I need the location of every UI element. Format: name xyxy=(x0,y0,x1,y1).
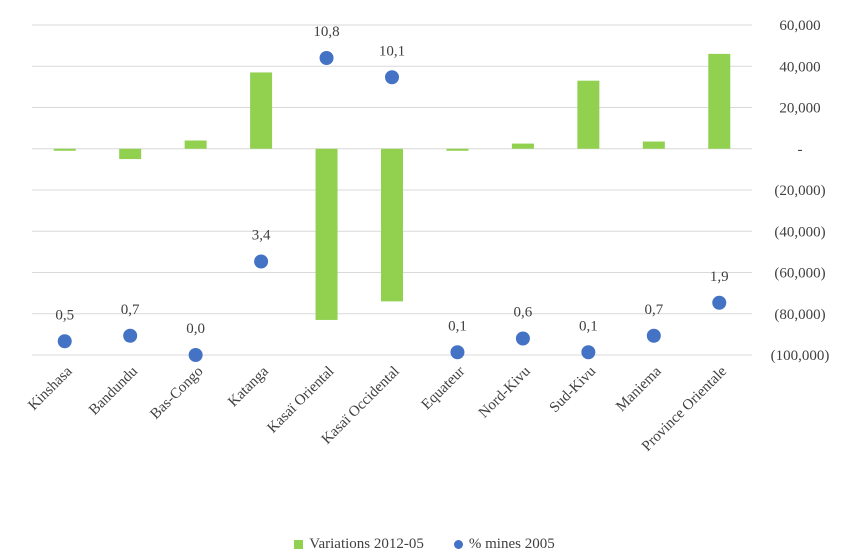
scatter-point xyxy=(254,254,269,269)
bar xyxy=(511,143,534,149)
y-tick-label: 60,000 xyxy=(779,18,820,34)
scatter-point xyxy=(450,345,465,360)
x-category-label: Katanga xyxy=(225,363,272,410)
bar xyxy=(184,140,207,149)
scatter-point xyxy=(123,328,138,343)
bar xyxy=(119,148,142,160)
data-label: 0,0 xyxy=(186,321,205,337)
legend-label-bars: Variations 2012-05 xyxy=(309,536,424,552)
bar xyxy=(446,148,469,151)
x-category-label: Bas-Congo xyxy=(147,364,206,423)
bar xyxy=(250,72,273,149)
y-tick-label: - xyxy=(798,142,803,158)
legend: Variations 2012-05 % mines 2005 xyxy=(0,536,849,553)
scatter-series xyxy=(57,51,727,362)
y-tick-label: 40,000 xyxy=(779,59,820,75)
data-label: 0,7 xyxy=(644,302,663,318)
y-tick-label: 20,000 xyxy=(779,101,820,117)
y-tick-label: (60,000) xyxy=(774,266,825,282)
data-label: 1,9 xyxy=(710,269,729,285)
x-category-label: Equateur xyxy=(419,364,469,414)
scatter-point xyxy=(188,348,203,362)
scatter-point xyxy=(646,328,661,343)
bar xyxy=(642,141,665,149)
y-axis-ticks: 60,000 40,000 20,000 - (20,000) (40,000) (60,0… xyxy=(771,18,830,364)
data-label: 0,6 xyxy=(514,305,533,321)
legend-item-dots: % mines 2005 xyxy=(453,536,555,553)
data-labels: 0,5 0,7 0,0 3,4 10,8 10,1 0,1 0,6 0,1 0,7 1,9 xyxy=(55,24,728,337)
y-tick-label: (100,000) xyxy=(771,348,830,364)
scatter-point xyxy=(581,345,596,360)
y-tick-label: (20,000) xyxy=(774,183,825,199)
x-category-label: Sud-Kivu xyxy=(547,363,600,416)
scatter-point xyxy=(515,331,530,346)
data-label: 0,1 xyxy=(448,318,467,334)
x-category-label: Maniema xyxy=(613,363,665,415)
legend-label-dots: % mines 2005 xyxy=(468,536,555,552)
data-label: 0,5 xyxy=(55,307,74,323)
legend-swatch-dot xyxy=(453,540,463,549)
data-label: 10,1 xyxy=(379,43,405,59)
x-category-label: Bandundu xyxy=(86,363,141,418)
bar xyxy=(577,80,600,149)
data-label: 0,1 xyxy=(579,318,598,334)
legend-swatch-bar xyxy=(294,540,304,549)
scatter-point xyxy=(712,295,727,310)
y-tick-label: (40,000) xyxy=(774,224,825,240)
bar-series xyxy=(53,53,731,320)
bar xyxy=(53,148,76,151)
x-category-label: Kinshasa xyxy=(25,363,75,413)
bar xyxy=(315,148,338,320)
scatter-point xyxy=(385,70,399,85)
scatter-point xyxy=(57,334,72,349)
bar xyxy=(381,148,403,302)
scatter-point xyxy=(319,51,334,65)
data-label: 3,4 xyxy=(252,228,271,244)
y-tick-label: (80,000) xyxy=(774,307,825,323)
legend-item-bars: Variations 2012-05 xyxy=(294,536,424,553)
bar xyxy=(708,53,731,149)
data-label: 0,7 xyxy=(121,302,140,318)
x-category-label: Kasaï Oriental xyxy=(264,364,337,437)
x-category-label: Nord-Kivu xyxy=(476,363,534,421)
data-label: 10,8 xyxy=(313,24,339,40)
